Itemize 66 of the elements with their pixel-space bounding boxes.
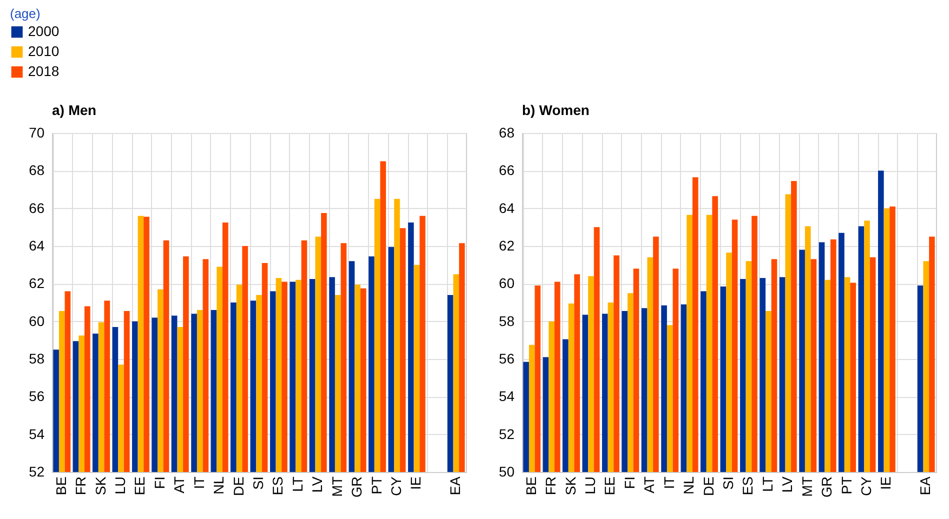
chart-title: b) Women [522,102,590,118]
x-tick-label: PT [368,476,384,494]
x-tick-label: LT [289,476,306,492]
x-tick-label: IE [408,476,424,490]
x-tick-label: LT [759,476,776,492]
x-tick-label: AT [171,476,188,494]
y-tick-label: 70 [28,124,45,140]
legend-label: 2000 [28,23,60,39]
y-tick-label: 64 [28,238,45,254]
x-tick-label: EE [602,476,618,496]
x-tick-label: DE [700,476,716,496]
y-tick-label: 60 [498,275,515,292]
y-tick-label: 52 [498,426,515,442]
x-tick-label: IT [190,476,207,489]
x-tick-label: LU [582,476,598,494]
chart-title: a) Men [52,102,96,118]
x-tick-label: CY [858,476,874,496]
x-tick-label: IT [660,476,677,489]
x-tick-label: CY [388,476,404,496]
x-tick-label: EA [447,476,464,496]
y-tick-label: 66 [28,200,45,216]
x-tick-label: NL [210,476,227,494]
x-tick-label: SK [562,476,578,496]
y-tick-label: 56 [28,388,45,404]
y-tick-label: 62 [498,238,515,254]
x-tick-label: EE [132,476,148,496]
x-tick-label: PT [838,476,854,494]
x-tick-label: GR [818,476,835,498]
x-tick-label: BE [522,476,539,496]
x-tick-label: SI [720,476,736,490]
x-tick-label: SK [92,476,108,496]
x-tick-label: FI [621,476,638,489]
y-tick-label: 58 [28,350,45,366]
y-tick-label: 58 [498,312,515,329]
y-tick-label: 52 [28,464,45,480]
x-tick-label: ES [740,476,756,496]
x-tick-label: DE [230,476,246,496]
x-tick-label: FR [72,476,89,496]
x-tick-label: LV [779,476,796,493]
x-tick-label: IE [878,476,894,490]
text: (age) [10,6,40,21]
y-tick-label: 66 [498,162,515,178]
x-tick-label: MT [798,476,815,497]
x-tick-label: ES [270,476,286,496]
legend-label: 2010 [28,43,60,59]
y-tick-label: 60 [28,312,45,329]
x-tick-label: AT [641,476,658,494]
y-tick-label: 68 [28,162,45,178]
x-tick-label: LU [112,476,128,494]
y-tick-label: 56 [498,350,515,366]
y-tick-label: 50 [498,464,515,480]
legend-label: 2018 [28,63,60,79]
x-tick-label: BE [52,476,69,496]
x-tick-label: FR [542,476,559,496]
y-tick-label: 54 [498,388,515,404]
x-tick-label: LV [309,476,326,493]
y-tick-label: 62 [28,275,45,292]
x-tick-label: SI [250,476,266,490]
y-tick-label: 68 [498,124,515,140]
x-tick-label: MT [328,476,345,497]
x-tick-label: FI [151,476,168,489]
x-tick-label: NL [680,476,697,494]
y-tick-label: 54 [28,426,45,442]
y-tick-label: 64 [498,200,515,216]
x-tick-label: EA [917,476,934,496]
x-tick-label: GR [348,476,365,498]
